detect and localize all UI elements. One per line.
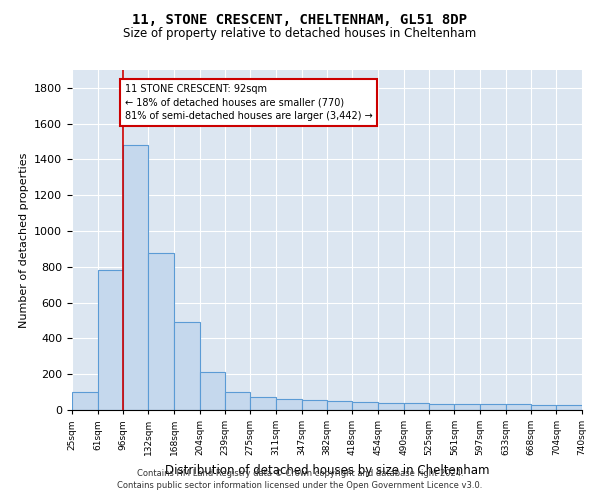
Bar (428, 404, 454, 410)
Bar (530, 404, 556, 410)
X-axis label: Distribution of detached houses by size in Cheltenham: Distribution of detached houses by size … (165, 464, 489, 476)
Text: Contains public sector information licensed under the Open Government Licence v3: Contains public sector information licen… (118, 481, 482, 490)
Text: 11 STONE CRESCENT: 92sqm
← 18% of detached houses are smaller (770)
81% of semi-: 11 STONE CRESCENT: 92sqm ← 18% of detach… (125, 84, 373, 120)
Bar (250, 396, 276, 410)
Bar (200, 372, 224, 410)
Bar (480, 404, 506, 410)
Bar (326, 401, 352, 410)
Bar (98, 270, 122, 410)
Bar (556, 405, 582, 410)
Bar (224, 392, 250, 410)
Text: 11, STONE CRESCENT, CHELTENHAM, GL51 8DP: 11, STONE CRESCENT, CHELTENHAM, GL51 8DP (133, 12, 467, 26)
Text: Size of property relative to detached houses in Cheltenham: Size of property relative to detached ho… (124, 28, 476, 40)
Bar (378, 403, 404, 410)
Bar (404, 403, 428, 410)
Bar (454, 404, 480, 410)
Text: Contains HM Land Registry data © Crown copyright and database right 2024.: Contains HM Land Registry data © Crown c… (137, 468, 463, 477)
Bar (276, 400, 302, 410)
Bar (122, 145, 148, 410)
Bar (352, 402, 378, 410)
Bar (506, 404, 530, 410)
Bar (148, 252, 174, 410)
Bar (302, 400, 326, 410)
Bar (72, 392, 98, 410)
Y-axis label: Number of detached properties: Number of detached properties (19, 152, 29, 328)
Bar (174, 322, 200, 410)
